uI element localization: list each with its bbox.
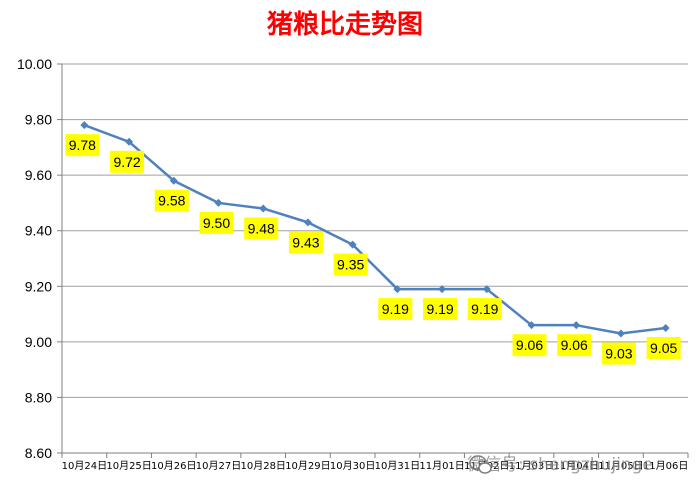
wechat-icon	[469, 455, 492, 474]
data-point	[80, 121, 89, 130]
data-point	[616, 329, 625, 338]
data-label: 9.05	[646, 336, 681, 359]
data-point	[572, 321, 581, 330]
data-label-background	[557, 334, 592, 357]
data-label-background	[199, 211, 234, 234]
data-label-text: 9.43	[292, 234, 319, 250]
data-label: 9.48	[244, 217, 279, 240]
x-tick-label: 11月06日	[643, 460, 688, 472]
data-label-background	[154, 189, 189, 212]
data-label: 9.43	[288, 231, 323, 254]
x-tick-label: 10月30日	[330, 460, 375, 472]
data-label-text: 9.50	[203, 215, 230, 231]
data-point	[438, 285, 447, 294]
data-point	[303, 218, 312, 227]
data-label: 9.06	[557, 334, 592, 357]
chart-title: 猪粮比走势图	[267, 9, 423, 40]
y-tick-label: 8.60	[25, 445, 52, 461]
x-tick-label: 11月05日	[598, 460, 643, 472]
data-label: 9.50	[199, 211, 234, 234]
data-label-text: 9.19	[471, 301, 498, 317]
data-label: 9.58	[154, 189, 189, 212]
x-tick-label: 10月29日	[285, 460, 330, 472]
data-label: 9.06	[512, 334, 547, 357]
data-point	[259, 204, 268, 213]
series-line	[83, 123, 666, 335]
wechat-icon-bubble-small	[478, 462, 492, 474]
y-tick-label: 9.80	[25, 112, 52, 128]
data-label: 9.19	[378, 298, 413, 321]
data-label: 9.78	[65, 134, 100, 157]
y-tick-label: 9.60	[25, 167, 52, 183]
x-tick-labels: 10月24日 10月25日 10月26日 10月27日 10月28日 10月29日 10月3…	[62, 460, 689, 472]
y-tick-label: 9.20	[25, 278, 52, 294]
y-tick-label: 8.80	[25, 389, 52, 405]
data-point	[482, 285, 491, 294]
data-label-background	[333, 253, 368, 276]
data-point	[348, 240, 357, 249]
data-label-background	[423, 298, 458, 321]
data-label-background	[244, 217, 279, 240]
data-point	[169, 176, 178, 185]
data-label: 9.19	[423, 298, 458, 321]
data-label: 9.35	[333, 253, 368, 276]
data-label-text: 9.72	[113, 154, 140, 170]
y-tick-labels: 10.00 9.80 9.60 9.40 9.20 9.00 8.80 8.60	[17, 56, 52, 461]
data-label: 9.19	[467, 298, 502, 321]
data-label-text: 9.78	[69, 137, 96, 153]
data-label-text: 9.19	[382, 301, 409, 317]
data-point	[125, 137, 134, 146]
series-line-path	[83, 123, 666, 335]
x-tick-label: 10月26日	[151, 460, 196, 472]
data-point	[661, 323, 670, 332]
data-point	[393, 285, 402, 294]
data-point	[214, 198, 223, 207]
data-point	[527, 321, 536, 330]
data-label-background	[467, 298, 502, 321]
x-tick-label: 10月25日	[106, 460, 151, 472]
y-tick-label: 9.40	[25, 223, 52, 239]
x-tick-label: 11月03日	[509, 460, 554, 472]
data-label-text: 9.48	[248, 220, 275, 236]
data-label-text: 9.19	[426, 301, 453, 317]
data-label-background	[512, 334, 547, 357]
x-tick-label: 10月31日	[375, 460, 420, 472]
data-label-background	[378, 298, 413, 321]
data-labels: 9.78 9.72 9.58 9.50 9.48 9.43 9.35 9.19 9.19 9.19…	[65, 134, 681, 365]
x-tick-label: 10月27日	[196, 460, 241, 472]
data-label: 9.03	[601, 342, 636, 365]
x-tick-label: 10月24日	[62, 460, 107, 472]
data-label-text: 9.06	[561, 337, 588, 353]
watermark-text: 微信号: shengzhujinge	[467, 455, 653, 475]
data-label-text: 9.35	[337, 257, 364, 273]
data-label-background	[110, 150, 145, 173]
data-label-background	[601, 342, 636, 365]
data-label-text: 9.05	[650, 340, 677, 356]
axes	[57, 63, 689, 458]
data-label-text: 9.03	[605, 346, 632, 362]
watermark: 微信号: shengzhujinge	[467, 455, 653, 475]
data-label-background	[65, 134, 100, 157]
x-tick-label: 11月04日	[553, 460, 598, 472]
data-points	[80, 121, 670, 338]
data-label-background	[288, 231, 323, 254]
y-tick-label: 9.00	[25, 334, 52, 350]
y-tick-label: 10.00	[17, 56, 52, 72]
data-label-background	[646, 336, 681, 359]
data-label: 9.72	[110, 150, 145, 173]
data-label-text: 9.06	[516, 337, 543, 353]
x-tick-label: 10月28日	[240, 460, 285, 472]
x-tick-label: 11月01日	[419, 460, 464, 472]
data-label-text: 9.58	[158, 193, 185, 209]
